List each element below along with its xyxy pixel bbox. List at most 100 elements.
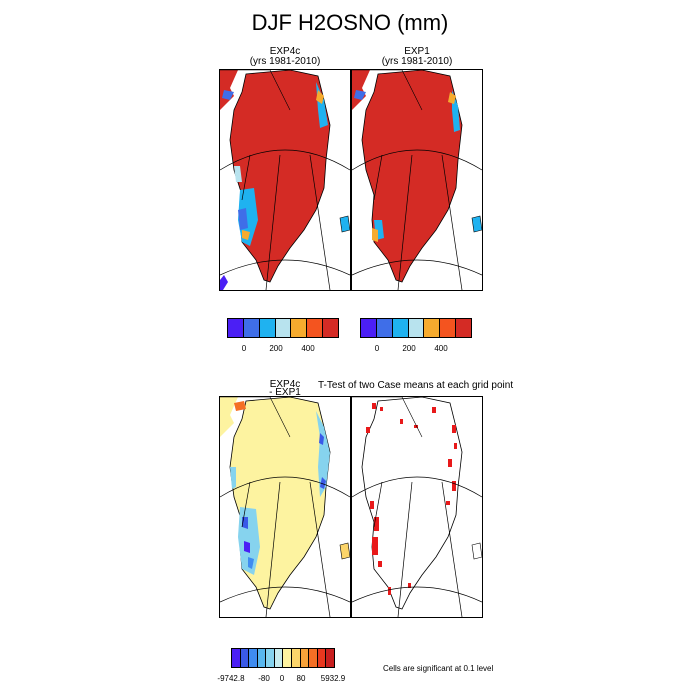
greenland-landmass — [229, 397, 331, 610]
colorbar-diff-tick-1: -80 — [258, 674, 270, 683]
colorbar-exp4c-swatch-5 — [307, 319, 324, 337]
colorbar-exp4c-swatch-4 — [291, 319, 308, 337]
greenland-landmass — [361, 70, 463, 283]
colorbar-exp4c-tick-0: 0 — [241, 344, 247, 353]
sig-cell — [380, 407, 383, 411]
meridian-east — [309, 481, 331, 617]
meridian-center — [265, 154, 281, 290]
colorbar-diff-swatch-0 — [232, 649, 241, 667]
sig-cell — [414, 425, 418, 428]
southwest-mid-cells — [372, 228, 378, 242]
panel-label-diff: EXP4c — [269, 379, 301, 390]
land-cell-corner — [220, 275, 228, 290]
sig-cell — [374, 517, 379, 531]
colorbar-exp1-swatch-6 — [456, 319, 472, 337]
sig-cell — [454, 443, 457, 449]
sig-cell — [432, 407, 436, 413]
southwest-blue-cells — [238, 208, 248, 230]
colorbar-exp4c — [227, 318, 339, 338]
graticule-north — [220, 70, 291, 111]
land-cell-blue-nw — [222, 90, 234, 100]
map-exp1 — [352, 70, 482, 290]
meridian-west — [373, 154, 383, 201]
meridian-center — [397, 481, 413, 617]
west-diff-cells — [230, 467, 236, 489]
sig-cell — [448, 459, 452, 467]
latitude-line-lower — [352, 259, 482, 276]
latitude-line-lower — [220, 259, 350, 276]
colorbar-exp4c-swatch-2 — [259, 319, 276, 337]
land-cell-ellesmere — [220, 70, 238, 110]
east-coast-mid-cells — [316, 90, 324, 104]
colorbar-exp1-tick-2: 400 — [434, 344, 448, 353]
colorbar-exp4c-swatch-3 — [275, 319, 292, 337]
greenland-landmass — [229, 70, 331, 283]
map-diff — [220, 397, 350, 617]
colorbar-exp4c-tick-2: 400 — [301, 344, 315, 353]
southwest-mid-cells — [242, 230, 250, 240]
latitude-line-lower — [220, 586, 350, 603]
iceland-fragment — [339, 215, 350, 233]
meridian-center — [265, 481, 281, 617]
colorbar-diff — [231, 648, 335, 668]
east-coast-mid-cells — [448, 92, 456, 104]
colorbar-diff-tick-2: 0 — [279, 674, 285, 683]
colorbar-diff-tick-0: -9742.8 — [217, 674, 245, 683]
significant-cells — [366, 403, 457, 595]
iceland-fragment — [471, 542, 482, 560]
sig-cell — [372, 537, 378, 555]
map-ttest — [352, 397, 482, 617]
meridian-west — [373, 481, 383, 528]
colorbar-exp4c-swatch-1 — [243, 319, 260, 337]
colorbar-diff-swatch-4 — [266, 649, 275, 667]
sig-cell — [452, 481, 456, 491]
colorbar-exp1-swatch-4 — [424, 319, 441, 337]
sig-cell — [370, 501, 374, 509]
sig-cell — [408, 583, 411, 588]
latitude-line-upper — [220, 149, 350, 171]
colorbar-diff-tick-3: 80 — [296, 674, 306, 683]
sig-cell — [378, 561, 382, 567]
colorbar-diff-swatch-5 — [274, 649, 284, 667]
southwest-neg-cells-b — [244, 541, 250, 553]
sig-cell — [446, 501, 450, 505]
east-coast-diff-cells — [316, 411, 330, 497]
significance-footnote: Cells are significant at 0.1 level — [383, 664, 494, 673]
colorbar-exp1-swatch-3 — [408, 319, 425, 337]
meridian-east — [441, 481, 463, 617]
colorbar-diff-swatch-1 — [240, 649, 250, 667]
graticule-north — [352, 397, 423, 438]
colorbar-diff-swatch-9 — [309, 649, 318, 667]
panel-sublabel-diff: - EXP1 — [269, 387, 301, 398]
greenland-outline — [361, 397, 463, 610]
land-cell-blue-nw — [354, 90, 366, 100]
panel-label-exp4c: EXP4c — [269, 46, 301, 57]
colorbar-diff-swatch-7 — [292, 649, 301, 667]
colorbar-diff-swatch-3 — [257, 649, 267, 667]
west-pale-cells — [234, 166, 242, 182]
panel-sublabel-exp4c: (yrs 1981-2010) — [249, 56, 321, 67]
panel-label-exp1: EXP1 — [404, 46, 430, 57]
graticule-north — [352, 70, 423, 111]
land-cell-ellesmere — [220, 397, 238, 437]
land-cell-ellesmere — [352, 70, 370, 110]
map-panel-ttest — [351, 396, 483, 618]
colorbar-exp4c-swatch-0 — [228, 319, 244, 337]
colorbar-exp1-tick-0: 0 — [374, 344, 380, 353]
figure-title: DJF H2OSNO (mm) — [251, 10, 449, 35]
latitude-line-lower — [352, 586, 482, 603]
graticule-north — [220, 397, 291, 438]
sig-cell — [452, 425, 456, 433]
east-coast-neg-cells-a — [319, 433, 324, 445]
colorbar-diff-swatch-8 — [300, 649, 310, 667]
colorbar-exp1-swatch-0 — [361, 319, 377, 337]
southwest-neg-cells-c — [248, 557, 254, 569]
colorbar-exp1-swatch-5 — [440, 319, 457, 337]
colorbar-exp1-tick-1: 200 — [402, 344, 416, 353]
panel-label-ttest: T-Test of two Case means at each grid po… — [318, 380, 514, 391]
meridian-east — [441, 154, 463, 290]
map-panel-exp4c — [219, 69, 351, 291]
colorbar-exp4c-swatch-6 — [323, 319, 339, 337]
sig-cell — [388, 587, 391, 595]
colorbar-exp1-swatch-2 — [392, 319, 409, 337]
